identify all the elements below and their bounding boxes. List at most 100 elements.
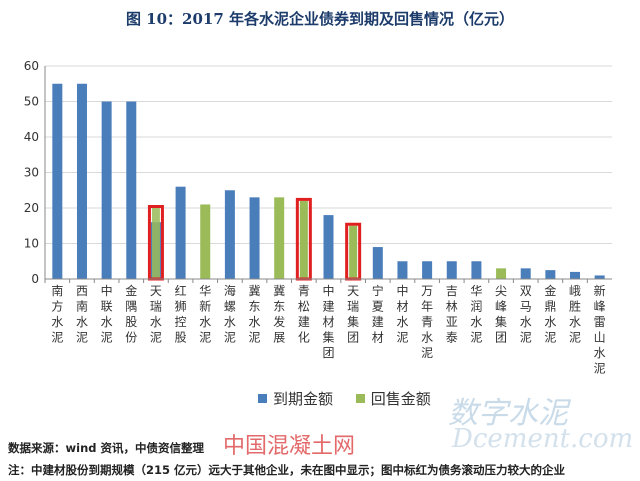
x-tick-label-char: 联 — [101, 300, 113, 314]
x-tick-label-char: 山 — [594, 331, 606, 345]
x-tick-label-char: 发 — [273, 314, 285, 329]
x-tick-label-char: 新 — [199, 299, 211, 314]
y-tick-label: 20 — [24, 201, 39, 215]
x-tick-label-char: 泰 — [446, 331, 458, 345]
x-tick-label-char: 水 — [520, 315, 532, 329]
x-tick-label-char: 万 — [421, 284, 433, 298]
x-tick-label-char: 股 — [175, 331, 187, 345]
x-tick-label-char: 水 — [249, 315, 261, 329]
watermark-brand: 数字水泥 — [448, 396, 568, 431]
x-tick-label-char: 集 — [322, 330, 334, 345]
chart-title: 图 10：2017 年各水泥企业债券到期及回售情况（亿元） — [125, 10, 515, 28]
y-tick-label: 30 — [24, 166, 39, 180]
watermark-site: 中国混凝土网 — [223, 434, 356, 459]
x-tick-label-char: 团 — [322, 346, 334, 360]
x-tick-label-char: 泥 — [520, 331, 532, 345]
x-tick-label-char: 天 — [347, 284, 359, 298]
x-tick-label-char: 泥 — [569, 331, 581, 345]
bar-maturity — [126, 101, 137, 279]
x-tick-label-char: 泥 — [594, 362, 606, 376]
bar-putback — [151, 208, 160, 279]
bar-maturity — [545, 270, 556, 279]
bar-putback — [274, 197, 285, 279]
x-tick-label-char: 宁 — [372, 283, 384, 298]
x-tick-label-char: 泥 — [249, 331, 261, 345]
bar-maturity — [323, 215, 334, 279]
x-tick-label-char: 瑞 — [150, 300, 162, 314]
bar-putback — [200, 204, 211, 279]
bar-putback — [349, 225, 358, 279]
bar-maturity — [594, 275, 605, 279]
bar-putback — [299, 200, 308, 279]
x-tick-label-char: 泥 — [421, 346, 433, 360]
y-tick-label: 50 — [24, 95, 39, 109]
y-axis: 0 10 20 30 40 50 60 — [24, 59, 46, 286]
x-tick-label-char: 水 — [569, 315, 581, 329]
x-tick-label-char: 新 — [594, 283, 606, 298]
x-tick-label-char: 峰 — [594, 300, 606, 314]
bar-maturity — [52, 83, 63, 279]
x-tick-label-char: 水 — [594, 346, 606, 360]
x-tick-label-char: 鼎 — [544, 300, 556, 314]
y-tick-label: 60 — [24, 59, 39, 73]
x-tick-label-char: 水 — [101, 315, 113, 329]
x-tick-label-char: 狮 — [175, 300, 187, 314]
bar-maturity — [249, 197, 260, 279]
x-tick-label-char: 天 — [150, 284, 162, 298]
x-tick-label-char: 水 — [224, 315, 236, 329]
y-tick-label: 0 — [31, 272, 39, 286]
x-tick-label-char: 方 — [51, 299, 63, 314]
x-tick-label-char: 东 — [249, 300, 261, 314]
x-tick-label-char: 华 — [199, 284, 211, 298]
x-tick-label-char: 泥 — [224, 331, 236, 345]
bar-maturity — [101, 101, 112, 279]
x-tick-label-char: 团 — [347, 331, 359, 345]
x-tick-label-char: 夏 — [372, 300, 384, 314]
x-tick-label-char: 集 — [347, 314, 359, 329]
x-tick-label-char: 集 — [495, 314, 507, 329]
legend-item-putback: 回售金额 — [355, 388, 431, 409]
legend-label-putback: 回售金额 — [370, 390, 431, 408]
legend-swatch-putback — [355, 394, 365, 403]
x-tick-label-char: 尖 — [495, 284, 507, 298]
x-tick-label-char: 双 — [520, 284, 532, 298]
x-tick-label-char: 中 — [101, 283, 113, 298]
bar-maturity — [224, 190, 235, 279]
bar-maturity — [372, 247, 383, 279]
x-tick-label-char: 海 — [224, 283, 236, 298]
x-tick-label-char: 水 — [421, 331, 433, 345]
x-tick-label-char: 泥 — [544, 331, 556, 345]
x-axis: 南方水泥西南水泥中联水泥金隅股份天瑞水泥红狮控股华新水泥海螺水泥冀东水泥冀东发展… — [44, 278, 612, 376]
x-tick-label-char: 水 — [199, 315, 211, 329]
x-tick-label-char: 控 — [175, 315, 187, 329]
x-tick-label-char: 青 — [421, 315, 433, 329]
x-tick-label-char: 化 — [298, 331, 310, 345]
x-tick-label-char: 泥 — [101, 331, 113, 345]
x-tick-label-char: 松 — [298, 300, 310, 314]
x-tick-label-char: 峨 — [569, 284, 581, 298]
x-tick-label-char: 份 — [125, 331, 137, 345]
x-tick-label-char: 泥 — [150, 331, 162, 345]
x-tick-label-char: 建 — [298, 315, 310, 329]
x-tick-label-char: 水 — [76, 315, 88, 329]
x-tick-label-char: 峰 — [495, 300, 507, 314]
x-tick-label-char: 年 — [421, 300, 433, 314]
x-tick-label-char: 西 — [76, 284, 88, 298]
x-tick-label-char: 螺 — [224, 300, 236, 314]
x-tick-label-char: 亚 — [446, 315, 458, 329]
x-tick-label-char: 冀 — [273, 284, 285, 298]
legend-swatch-maturity — [258, 394, 267, 403]
footnote: 注：中建材股份到期规模（215 亿元）远大于其他企业，未在图中显示；图中标红为债… — [8, 463, 566, 477]
watermark-domain: Dcement.com — [452, 424, 634, 454]
x-tick-label-char: 材 — [396, 300, 408, 314]
bar-maturity — [446, 261, 457, 279]
x-tick-label-char: 林 — [446, 300, 458, 314]
x-tick-label-char: 建 — [322, 300, 334, 314]
x-tick-label-char: 吉 — [446, 284, 458, 298]
x-tick-label-char: 泥 — [76, 331, 88, 345]
x-tick-label-char: 泥 — [470, 331, 482, 345]
x-tick-label-char: 泥 — [199, 331, 211, 345]
bar-maturity — [76, 83, 87, 279]
x-tick-label-char: 材 — [372, 331, 384, 345]
